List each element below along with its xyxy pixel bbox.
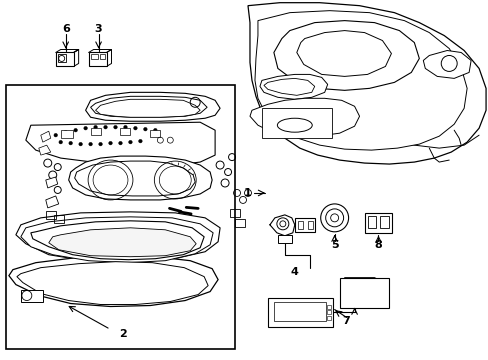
Circle shape xyxy=(74,129,77,132)
Bar xyxy=(150,130,160,137)
Polygon shape xyxy=(95,99,200,117)
Circle shape xyxy=(128,140,132,144)
Text: 4: 4 xyxy=(290,267,298,276)
Text: 8: 8 xyxy=(374,240,382,250)
Polygon shape xyxy=(41,131,51,142)
Circle shape xyxy=(138,139,142,143)
Bar xyxy=(100,54,104,59)
Polygon shape xyxy=(26,122,215,165)
Bar xyxy=(90,54,98,59)
Bar xyxy=(21,289,42,302)
Bar xyxy=(58,54,65,62)
Circle shape xyxy=(79,142,82,146)
Polygon shape xyxy=(247,3,485,164)
Circle shape xyxy=(99,142,102,146)
Bar xyxy=(277,235,291,243)
Circle shape xyxy=(103,125,107,129)
Polygon shape xyxy=(39,145,51,155)
Circle shape xyxy=(143,127,147,131)
Text: 2: 2 xyxy=(120,329,127,339)
Polygon shape xyxy=(9,256,218,306)
Bar xyxy=(367,216,376,228)
Bar xyxy=(262,108,331,138)
Circle shape xyxy=(123,125,127,129)
Polygon shape xyxy=(68,156,212,200)
Circle shape xyxy=(108,141,112,145)
Bar xyxy=(90,128,101,135)
Circle shape xyxy=(114,125,117,129)
Ellipse shape xyxy=(85,228,175,258)
Polygon shape xyxy=(16,212,220,263)
Polygon shape xyxy=(273,21,419,90)
Circle shape xyxy=(59,140,62,144)
Bar xyxy=(267,298,332,328)
Bar xyxy=(297,221,302,229)
Circle shape xyxy=(83,126,87,130)
Bar xyxy=(307,221,312,229)
Text: 6: 6 xyxy=(61,24,69,33)
Bar xyxy=(120,128,130,135)
Bar xyxy=(88,53,106,67)
Circle shape xyxy=(119,141,122,145)
Circle shape xyxy=(94,125,97,129)
Text: 7: 7 xyxy=(342,316,350,327)
Polygon shape xyxy=(296,31,390,76)
Polygon shape xyxy=(31,221,203,260)
Circle shape xyxy=(89,142,92,146)
Polygon shape xyxy=(17,262,208,305)
Text: 1: 1 xyxy=(244,188,251,198)
Bar xyxy=(294,218,314,232)
Bar xyxy=(326,316,330,320)
Bar xyxy=(364,213,392,233)
Polygon shape xyxy=(75,161,195,196)
Bar xyxy=(6,85,235,349)
Polygon shape xyxy=(90,96,207,117)
Polygon shape xyxy=(85,92,220,121)
Polygon shape xyxy=(254,11,466,150)
Ellipse shape xyxy=(277,118,312,132)
Circle shape xyxy=(54,134,58,137)
Circle shape xyxy=(69,141,72,145)
Circle shape xyxy=(133,126,137,130)
Bar xyxy=(61,130,73,138)
Polygon shape xyxy=(249,98,359,136)
Bar xyxy=(273,302,325,321)
Bar xyxy=(56,53,74,67)
Polygon shape xyxy=(46,196,59,208)
Polygon shape xyxy=(49,228,196,257)
Text: 3: 3 xyxy=(95,24,102,33)
Circle shape xyxy=(64,130,67,134)
Polygon shape xyxy=(264,78,314,95)
Text: 5: 5 xyxy=(330,240,338,250)
Polygon shape xyxy=(260,75,327,99)
Ellipse shape xyxy=(105,163,165,193)
Polygon shape xyxy=(21,217,213,263)
Circle shape xyxy=(153,129,157,132)
Bar xyxy=(326,310,330,315)
Bar xyxy=(380,216,388,228)
Bar xyxy=(326,305,330,309)
Polygon shape xyxy=(46,177,58,188)
Bar xyxy=(339,278,388,307)
Polygon shape xyxy=(423,50,470,78)
